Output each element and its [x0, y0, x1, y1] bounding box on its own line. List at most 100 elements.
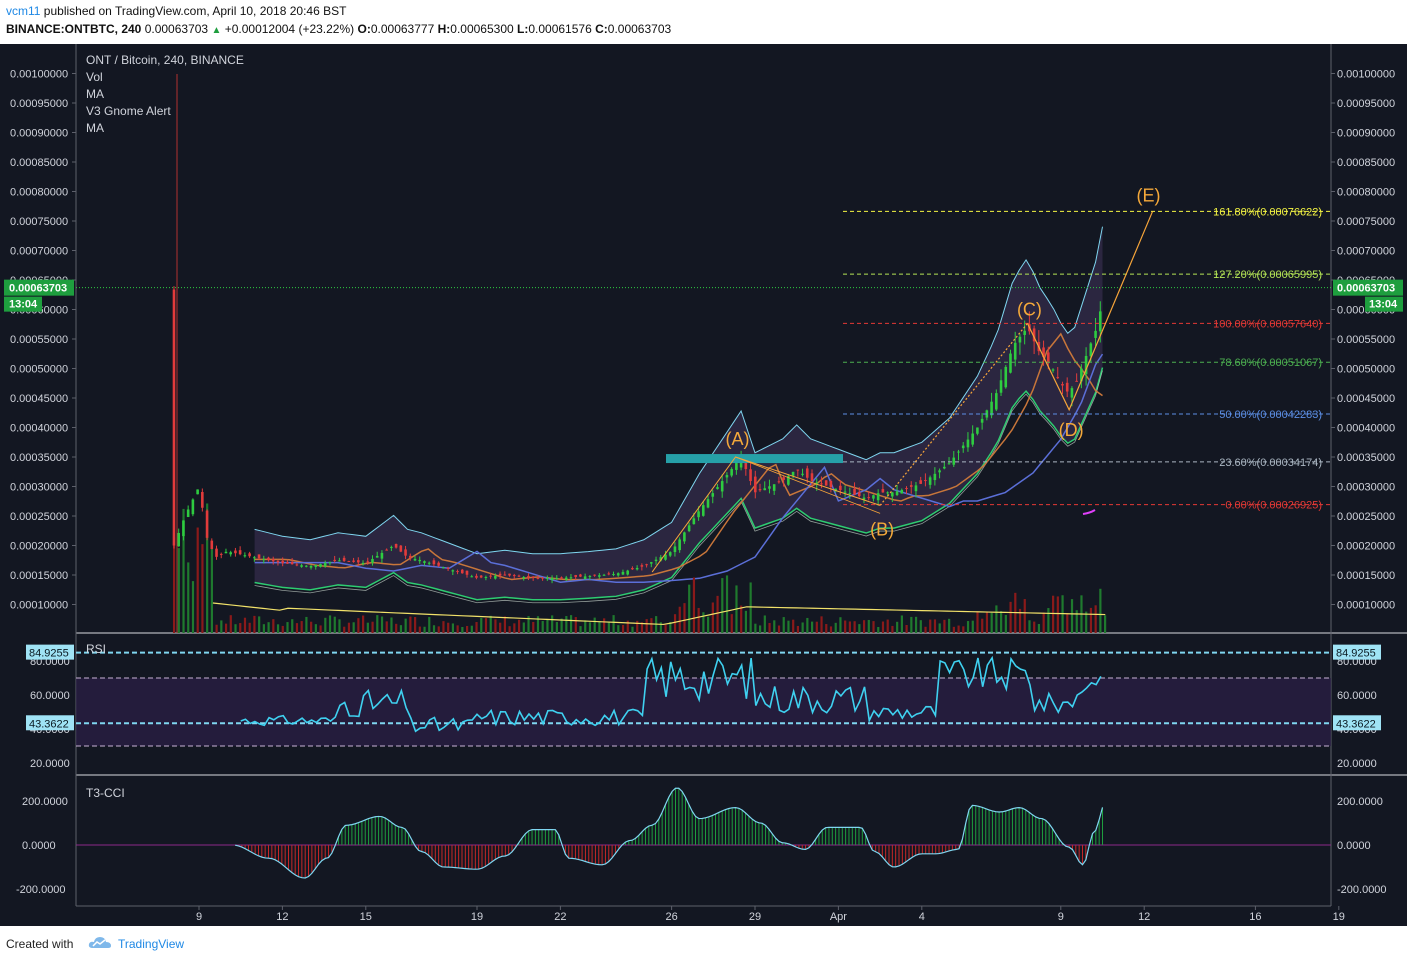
time-axis-label: 29 [749, 911, 761, 923]
candle-body [706, 499, 710, 508]
volume-bar [1004, 614, 1007, 633]
volume-bar [919, 620, 922, 633]
legend-item: MA [86, 87, 104, 101]
volume-bar [929, 619, 932, 633]
candle-body [210, 540, 214, 550]
rsi-axis-label-left: 20.0000 [30, 758, 70, 770]
volume-bar [721, 578, 724, 633]
volume-bar [910, 616, 913, 633]
candle-body [602, 574, 606, 576]
candle-body [309, 565, 313, 568]
candle-body [867, 497, 871, 499]
cci-axis-label-left: 0.0000 [22, 840, 56, 852]
candle-body [777, 481, 781, 483]
candle-body [905, 488, 908, 490]
volume-bar [371, 621, 374, 633]
ma-slow-line [254, 353, 1104, 583]
candle-body [470, 576, 474, 578]
candle-body [659, 557, 663, 561]
candle-body [196, 489, 199, 495]
rsi-line [240, 655, 1102, 733]
volume-bar [678, 606, 681, 633]
candle-body [834, 488, 837, 492]
volume-bar [503, 616, 506, 633]
wave-label: (A) [726, 429, 750, 449]
candle-body [371, 558, 374, 563]
legend-item: MA [86, 121, 104, 135]
candle-body [262, 559, 266, 561]
candle-body [820, 483, 823, 485]
volume-bar [470, 625, 473, 633]
candle-body [286, 562, 289, 564]
candle-body [701, 505, 705, 516]
tradingview-link[interactable]: TradingView [118, 937, 185, 951]
volume-bar [792, 619, 795, 633]
author-link[interactable]: vcm11 [6, 4, 41, 18]
candle-body [583, 576, 587, 580]
candle-body [186, 509, 190, 518]
time-axis-label: 9 [1058, 911, 1064, 923]
candle-body [257, 554, 261, 559]
volume-bar [555, 622, 558, 633]
candle-body [782, 477, 785, 480]
chart-area[interactable]: 0.00100000 0.00100000 0.00095000 0.00095000… [0, 44, 1407, 926]
volume-bar [1023, 599, 1026, 633]
volume-bar [532, 621, 535, 633]
candle-body [465, 570, 469, 575]
candle-body [711, 493, 715, 497]
volume-bar [617, 625, 620, 633]
volume-bar [673, 614, 677, 633]
candle-body [305, 565, 308, 567]
countdown-badge-left [4, 296, 42, 312]
candle-body [328, 561, 332, 563]
candle-body [961, 445, 965, 449]
price-label-left: 0.00040000 [10, 423, 68, 435]
candle-body [1080, 368, 1083, 382]
fib-level-label: 23.60%(0.00034174) [1219, 457, 1322, 469]
rsi-axis-label-left: 60.0000 [30, 690, 70, 702]
price-label-right: 0.00075000 [1337, 216, 1395, 228]
symbol-label: BINANCE:ONTBTC, 240 [6, 22, 142, 36]
candle-body [862, 497, 866, 500]
bollinger-lower-inner [254, 370, 1103, 604]
candle-body [385, 549, 388, 551]
volume-bar [343, 626, 346, 633]
header-bar: vcm11 published on TradingView.com, Apri… [0, 0, 1407, 44]
candle-body [687, 525, 691, 532]
candle-body [805, 468, 809, 478]
wave-line-a-b2 [735, 456, 881, 514]
price-label-right: 0.00070000 [1337, 246, 1395, 258]
volume-bar [499, 622, 502, 633]
volume-bar [536, 616, 540, 633]
volume-bar [938, 623, 941, 633]
volume-bar [962, 626, 965, 633]
price-chart-svg[interactable]: 0.00100000 0.00100000 0.00095000 0.00095000… [0, 44, 1407, 926]
high-label: H: [437, 22, 451, 36]
volume-bar [631, 626, 634, 633]
price-label-left: 0.00050000 [10, 364, 68, 376]
price-label-right: 0.00030000 [1337, 482, 1395, 494]
candle-body [347, 561, 351, 563]
candle-body [531, 576, 535, 578]
candle-body [938, 470, 941, 473]
volume-bar [272, 619, 275, 633]
candle-body [442, 567, 445, 569]
candle-body [494, 576, 497, 579]
price-label-left: 0.00100000 [10, 69, 68, 81]
candle-body [999, 380, 1003, 393]
volume-bar [1056, 596, 1059, 633]
time-axis-label: 4 [919, 911, 925, 923]
candle-body [990, 401, 993, 416]
price-label-right: 0.00045000 [1337, 393, 1395, 405]
candle-body [177, 532, 181, 547]
volume-bar [324, 617, 327, 633]
volume-bar [754, 623, 757, 633]
candle-body [475, 575, 478, 578]
fib-level-label: 0.00%(0.00026925) [1225, 500, 1322, 512]
price-label-right: 0.00095000 [1337, 98, 1395, 110]
rsi-band-fill [76, 678, 1331, 746]
volume-bar [276, 624, 280, 633]
candle-body [881, 489, 885, 493]
volume-bar [560, 618, 563, 633]
rsi-title: RSI [86, 642, 106, 656]
